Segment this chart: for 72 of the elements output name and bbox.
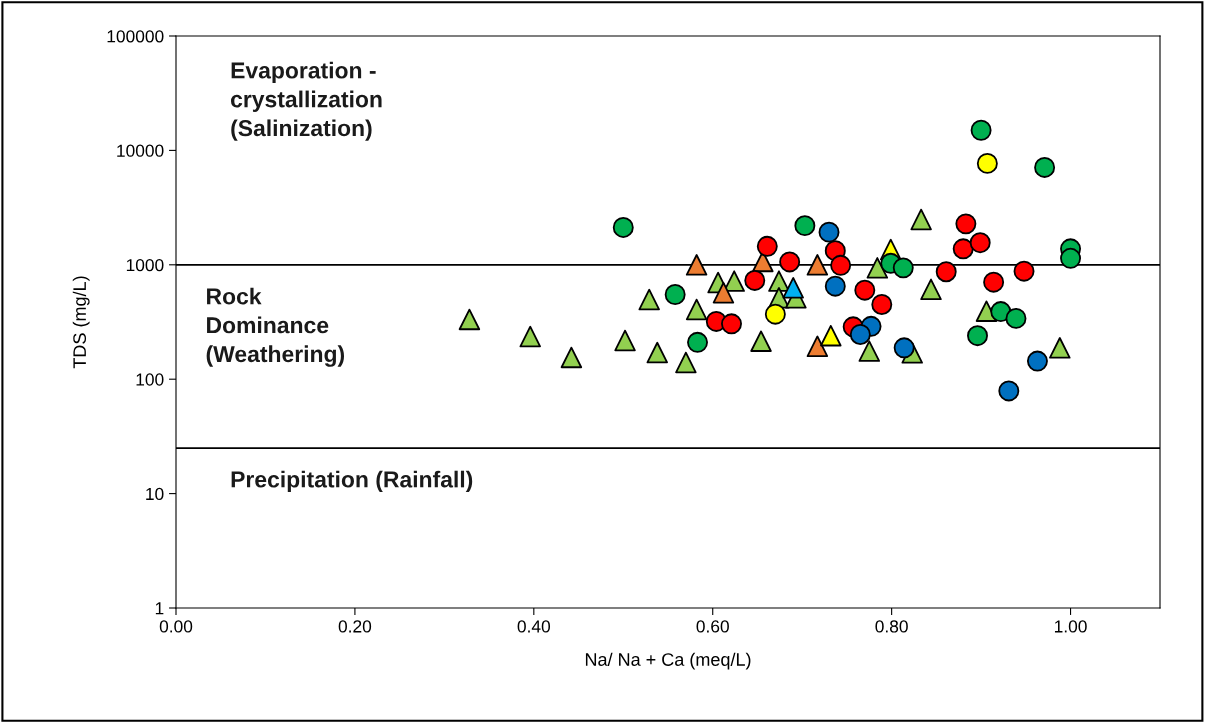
y-tick-label: 10: [146, 487, 164, 501]
point: [779, 251, 801, 273]
point: [687, 331, 708, 353]
x-tick-label: 1.00: [1054, 620, 1087, 633]
point: [664, 284, 686, 305]
point: [721, 313, 742, 335]
point: [1060, 247, 1082, 269]
y-tick-label: 10000: [117, 144, 164, 157]
point: [806, 335, 829, 358]
y-axis-title: TDS (mg/L): [72, 276, 90, 369]
point: [818, 221, 840, 243]
point: [893, 337, 915, 359]
point: [976, 152, 998, 174]
point: [675, 351, 697, 374]
point: [1013, 260, 1035, 282]
x-tick-label: 0.80: [875, 620, 908, 633]
point: [820, 324, 842, 347]
point: [969, 232, 991, 254]
annotation: Rock Dominance (Weathering): [206, 287, 345, 367]
point: [858, 340, 880, 362]
point: [560, 346, 583, 369]
y-tick-label: 100: [136, 373, 164, 386]
y-tick-label: 100000: [107, 30, 164, 43]
point: [723, 270, 745, 292]
x-tick-label: 0.20: [338, 620, 372, 633]
point: [768, 270, 790, 292]
point: [756, 235, 778, 257]
point: [975, 300, 998, 322]
point: [750, 330, 772, 352]
x-axis-title: Na/ Na + Ca (meq/L): [585, 652, 751, 670]
point: [920, 278, 942, 301]
point: [849, 323, 871, 345]
point: [806, 254, 829, 276]
point: [712, 282, 735, 304]
point: [983, 271, 1005, 293]
point: [646, 341, 668, 364]
point: [952, 238, 974, 260]
annotation: Precipitation (Rainfall): [231, 470, 473, 493]
point: [638, 288, 660, 311]
point: [935, 261, 957, 283]
point: [458, 308, 481, 331]
point: [1026, 350, 1048, 372]
point: [519, 325, 541, 348]
point: [685, 254, 708, 276]
point: [1049, 337, 1071, 359]
point: [830, 254, 852, 276]
point: [1005, 307, 1027, 329]
point: [1034, 156, 1056, 178]
point: [990, 301, 1012, 323]
point: [910, 208, 932, 231]
point: [764, 303, 786, 325]
point: [614, 329, 636, 352]
y-tick-label: 1: [155, 602, 164, 615]
point: [955, 213, 977, 235]
point: [824, 275, 846, 297]
point: [967, 325, 988, 347]
point: [744, 269, 766, 291]
point: [612, 216, 634, 238]
point: [685, 298, 708, 321]
point: [892, 257, 914, 279]
annotation: Evaporation - crystallization (Salinization): [231, 61, 382, 141]
y-tick-label: 1000: [126, 258, 164, 272]
point: [998, 380, 1020, 402]
point: [794, 215, 816, 237]
point: [871, 293, 893, 315]
point: [782, 277, 804, 299]
x-tick-label: 0.40: [517, 620, 551, 633]
point: [970, 119, 992, 141]
point: [854, 279, 876, 301]
x-tick-label: 0.60: [696, 620, 729, 633]
x-tick-label: 0.00: [159, 620, 193, 633]
point: [866, 257, 889, 279]
